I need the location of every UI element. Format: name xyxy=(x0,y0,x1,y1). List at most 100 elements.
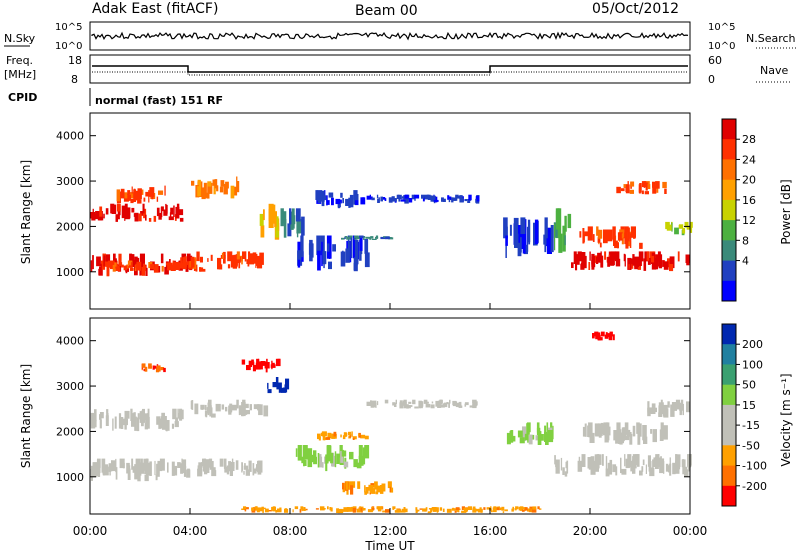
colorbar-segment xyxy=(722,280,736,302)
velocity-panel-cell xyxy=(352,437,355,440)
power-panel-cell xyxy=(332,244,336,252)
velocity-panel-cell xyxy=(502,511,505,513)
velocity-panel-cell xyxy=(141,420,144,427)
velocity-panel-cell xyxy=(297,445,302,461)
power-panel-cell xyxy=(185,262,189,272)
velocity-panel-cell xyxy=(430,508,433,513)
power-panel-cell xyxy=(359,235,363,251)
power-panel-cell xyxy=(179,263,183,269)
velocity-panel-cell xyxy=(408,405,413,407)
velocity-panel-cell xyxy=(636,422,640,434)
velocity-panel-cell xyxy=(384,399,389,404)
power-panel-cell xyxy=(564,215,567,232)
power-panel-cell xyxy=(448,196,452,200)
velocity-panel-cell xyxy=(486,507,491,510)
velocity-panel-cell xyxy=(625,458,630,469)
velocity-panel-cell xyxy=(629,433,633,445)
power-panel-cell xyxy=(678,225,683,229)
power-panel-cell xyxy=(135,263,139,268)
velocity-panel-cell xyxy=(241,406,244,417)
velocity-panel-cell xyxy=(624,435,630,441)
velocity-panel-cell xyxy=(136,417,140,432)
power-panel-cell xyxy=(195,264,198,272)
colorbar-tick-label: 12 xyxy=(742,214,756,227)
power-panel-cell xyxy=(194,257,197,269)
power-panel-cell xyxy=(567,213,572,229)
power-panel-cell xyxy=(630,226,636,238)
velocity-panel-cell xyxy=(275,510,277,513)
power-panel-cell xyxy=(623,253,626,262)
power-panel-cell xyxy=(160,207,163,218)
power-panel-cell xyxy=(98,216,104,221)
power-panel-cell xyxy=(544,217,548,239)
velocity-panel-cell xyxy=(253,404,259,410)
power-panel-cell xyxy=(375,236,379,239)
power-panel-cell xyxy=(90,260,93,272)
power-panel-cell xyxy=(126,264,129,268)
velocity-panel-cell xyxy=(182,459,187,468)
velocity-panel-cell xyxy=(403,507,406,510)
power-panel-cell xyxy=(588,262,591,270)
x-axis-label: Time UT xyxy=(364,539,415,553)
power-panel-cell xyxy=(321,241,323,267)
velocity-panel-cell xyxy=(448,403,450,408)
velocity-colorbar-label: Velocity [m s⁻¹] xyxy=(779,373,793,466)
velocity-panel-cell xyxy=(686,401,691,413)
velocity-panel-cell xyxy=(578,456,581,464)
velocity-panel-cell xyxy=(253,468,257,474)
velocity-panel-cell xyxy=(608,334,612,341)
velocity-panel-cell xyxy=(602,454,604,466)
velocity-panel-cell xyxy=(375,491,379,495)
x-tick-label: 12:00 xyxy=(373,524,408,538)
velocity-panel-cell xyxy=(517,430,523,438)
power-panel-cell xyxy=(340,192,343,198)
velocity-panel-cell xyxy=(650,408,655,414)
power-panel-region xyxy=(315,190,366,209)
velocity-panel-cell xyxy=(436,508,439,513)
power-panel-cell xyxy=(544,238,547,253)
velocity-panel-cell xyxy=(265,366,268,373)
colorbar-tick-label: 15 xyxy=(742,399,756,412)
velocity-panel-cell xyxy=(465,507,468,512)
velocity-panel-cell xyxy=(364,435,369,440)
velocity-panel-cell xyxy=(596,454,599,464)
power-panel-cell xyxy=(114,262,117,267)
velocity-panel-cell xyxy=(336,453,340,464)
velocity-panel-cell xyxy=(385,509,391,513)
velocity-panel-cell xyxy=(357,481,361,489)
velocity-panel-cell xyxy=(387,481,392,489)
power-panel-cell xyxy=(247,262,250,267)
power-panel-cell xyxy=(614,251,620,262)
colorbar-segment xyxy=(722,260,736,282)
power-panel-cell xyxy=(315,190,318,200)
velocity-panel-cell xyxy=(92,463,95,477)
velocity-panel-cell xyxy=(544,431,550,442)
velocity-panel-cell xyxy=(380,485,384,494)
power-panel-cell xyxy=(230,185,235,199)
power-panel-cell xyxy=(345,248,350,263)
velocity-panel-cell xyxy=(581,454,586,467)
velocity-panel-cell xyxy=(147,408,150,421)
velocity-panel-cell xyxy=(648,461,652,472)
velocity-panel-cell xyxy=(143,368,146,372)
power-panel-cell xyxy=(375,235,379,239)
velocity-panel-cell xyxy=(439,507,443,511)
velocity-panel-cell xyxy=(345,481,348,490)
power-panel-cell xyxy=(158,212,162,220)
power-panel-cell xyxy=(308,243,313,255)
velocity-panel-cell xyxy=(607,462,612,472)
velocity-panel-cell xyxy=(449,399,451,404)
power-panel-cell xyxy=(139,267,141,276)
power-panel-cell xyxy=(422,196,425,202)
power-panel-cell xyxy=(638,184,642,193)
power-panel-cell xyxy=(223,251,226,264)
velocity-panel-region xyxy=(317,431,369,441)
velocity-panel-cell xyxy=(204,410,208,417)
velocity-panel-cell xyxy=(339,509,344,512)
velocity-panel-cell xyxy=(609,331,613,337)
velocity-panel-cell xyxy=(371,400,377,407)
colorbar-segment xyxy=(722,139,736,160)
power-panel-cell xyxy=(522,242,526,254)
power-panel-cell xyxy=(139,253,145,264)
power-panel-cell xyxy=(597,252,602,263)
